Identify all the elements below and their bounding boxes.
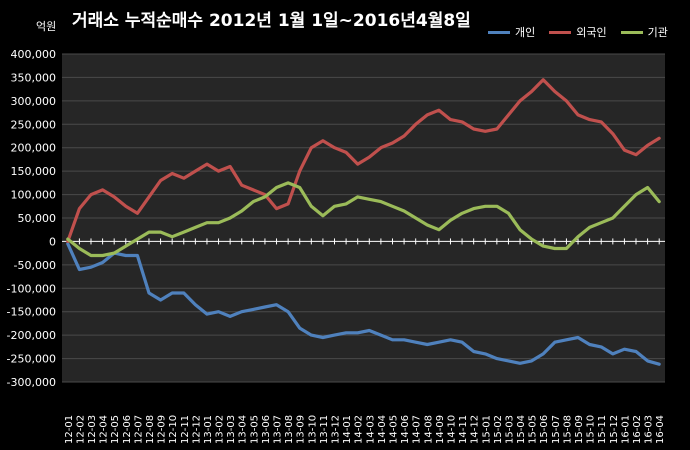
y-tick-label: 300,000 [11,95,57,108]
x-tick-label: 14-12 [470,415,481,444]
y-tick-label: -300,000 [7,376,56,389]
x-tick-label: 13-03 [226,415,237,444]
x-tick-label: 16-04 [655,415,666,444]
x-tick-label: 15-05 [528,415,539,444]
x-tick-label: 14-11 [458,415,469,444]
y-tick-label: 400,000 [11,48,57,61]
x-tick-label: 15-09 [574,415,585,444]
y-tick-label: 50,000 [18,212,57,225]
x-tick-label: 12-01 [64,415,75,444]
legend-item-foreign: 외국인 [549,24,607,40]
legend-label-foreign: 외국인 [576,26,607,39]
x-tick-label: 12-04 [99,415,110,444]
x-tick-label: 15-12 [609,415,620,444]
y-tick-label: -100,000 [7,282,56,295]
x-tick-label: 12-12 [191,415,202,444]
y-tick-label: -200,000 [7,329,56,342]
y-tick-label: -50,000 [14,259,56,272]
x-tick-label: 13-04 [238,415,249,444]
x-tick-label: 13-12 [331,415,342,444]
x-tick-label: 14-03 [365,415,376,444]
x-tick-label: 15-11 [597,415,608,444]
y-tick-label: 0 [49,235,56,248]
x-tick-label: 12-05 [110,415,121,444]
x-tick-label: 13-07 [273,415,284,444]
x-tick-label: 15-03 [504,415,515,444]
series-line-외국인 [66,78,661,243]
legend-item-institution: 기관 [620,24,668,40]
x-tick-label: 12-02 [75,415,86,444]
x-tick-label: 12-11 [180,415,191,444]
y-tick-label: 250,000 [11,118,57,131]
x-tick-label: 14-06 [400,415,411,444]
y-axis-unit-label: 억원 [36,20,57,33]
x-tick-label: 13-11 [319,415,330,444]
x-tick-label: 12-09 [157,415,168,444]
chart-title: 거래소 누적순매수 2012년 1월 1일~2016년4월8일 [72,11,471,31]
x-tick-label: 15-07 [551,415,562,444]
legend-swatch-foreign [549,30,572,34]
x-tick-label: 13-08 [284,415,295,444]
legend-label-individual: 개인 [515,26,536,39]
x-tick-label: 15-04 [516,415,527,444]
y-tick-label: 100,000 [11,189,57,202]
y-tick-label: 350,000 [11,71,57,84]
x-tick-label: 14-02 [354,415,365,444]
legend-label-institution: 기관 [647,26,668,39]
x-tick-label: 15-01 [481,415,492,444]
x-tick-label: 15-02 [493,415,504,444]
x-tick-label: 14-09 [435,415,446,444]
x-tick-label: 16-02 [632,415,643,444]
x-tick-label: 15-06 [539,415,550,444]
x-tick-label: 13-09 [296,415,307,444]
x-tick-label: 15-10 [586,415,597,444]
legend-swatch-institution [620,30,643,34]
x-tick-label: 12-03 [87,415,98,444]
x-tick-label: 13-02 [215,415,226,444]
x-tick-label: 14-07 [412,415,423,444]
x-tick-label: 14-05 [388,415,399,444]
y-tick-label: -150,000 [7,306,56,319]
x-tick-label: 13-10 [307,415,318,444]
x-tick-label: 14-10 [446,415,457,444]
legend-swatch-individual [488,30,510,34]
y-tick-label: 150,000 [11,165,57,178]
x-tick-label: 16-03 [644,415,655,444]
y-tick-label: 200,000 [11,142,57,155]
x-tick-label: 13-01 [203,415,214,444]
x-tick-label: 12-07 [133,415,144,444]
x-tick-label: 12-10 [168,415,179,444]
x-tick-label: 14-08 [423,415,434,444]
x-tick-label: 14-04 [377,415,388,444]
chart-legend: 개인 외국인 기관 [488,24,668,40]
x-tick-label: 12-06 [122,415,133,444]
series-line-개인 [66,242,661,366]
legend-item-individual: 개인 [488,24,535,40]
x-tick-label: 14-01 [342,415,353,444]
x-tick-label: 15-08 [562,415,573,444]
series-line-기관 [66,181,661,258]
x-tick-label: 13-05 [249,415,260,444]
x-tick-label: 12-08 [145,415,156,444]
y-tick-label: -250,000 [7,353,56,366]
x-tick-label: 16-01 [620,415,631,444]
x-tick-label: 13-06 [261,415,272,444]
